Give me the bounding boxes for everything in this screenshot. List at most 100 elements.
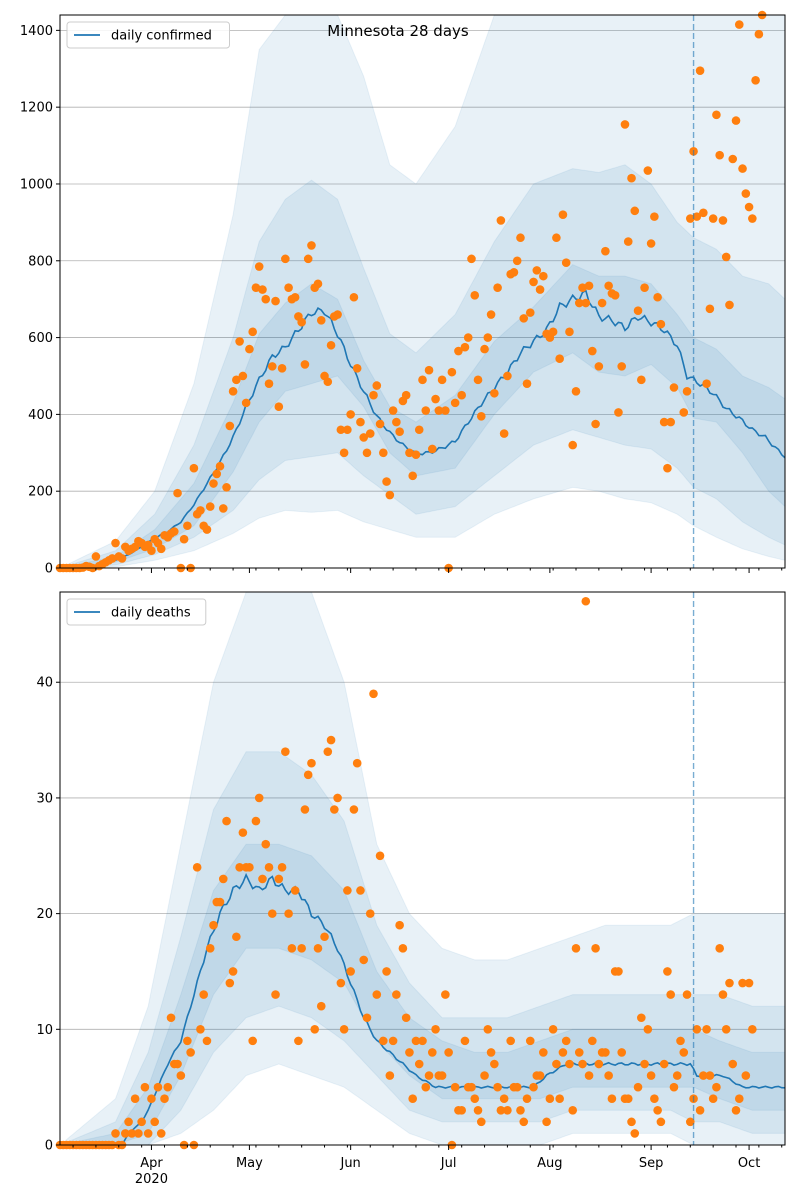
observed-point <box>375 851 385 861</box>
observed-point <box>215 461 225 471</box>
observed-point <box>297 944 306 953</box>
observed-point <box>444 1048 453 1057</box>
observed-point <box>414 1059 424 1069</box>
observed-point <box>359 433 369 442</box>
legend: daily deaths <box>66 598 207 626</box>
x-tick-label: Jul <box>440 1156 457 1171</box>
observed-point <box>349 292 359 302</box>
observed-point <box>676 1036 685 1046</box>
observed-point <box>369 390 378 400</box>
observed-point <box>734 1094 744 1104</box>
observed-point <box>594 362 604 371</box>
observed-point <box>516 1105 525 1115</box>
observed-point <box>326 735 336 745</box>
observed-point <box>267 909 277 918</box>
observed-point <box>721 252 731 262</box>
observed-point <box>222 483 231 492</box>
observed-point <box>476 1117 486 1127</box>
observed-point <box>388 406 398 415</box>
observed-point <box>297 317 306 327</box>
observed-point <box>584 281 594 291</box>
observed-point <box>623 237 633 246</box>
x-tick-label: Aug <box>537 1156 562 1171</box>
observed-point <box>637 1013 646 1023</box>
x-year-label: 2020 <box>135 1172 168 1187</box>
observed-point <box>467 254 476 264</box>
observed-point <box>202 525 212 534</box>
legend-label: daily deaths <box>111 606 191 621</box>
observed-point <box>754 29 764 39</box>
observed-point <box>552 1059 561 1069</box>
observed-point <box>617 362 627 371</box>
observed-point <box>610 291 620 300</box>
observed-point <box>715 150 724 160</box>
observed-point <box>421 406 431 415</box>
observed-point <box>421 1082 431 1092</box>
observed-point <box>731 116 741 125</box>
observed-point <box>303 254 313 264</box>
observed-point <box>738 164 747 173</box>
observed-point <box>555 354 564 364</box>
observed-point <box>346 967 355 976</box>
observed-point <box>450 398 460 408</box>
observed-point <box>695 1105 705 1115</box>
uncertainty-band-80 <box>60 164 785 568</box>
observed-point <box>463 333 473 342</box>
observed-point <box>238 828 248 837</box>
observed-point <box>614 967 623 976</box>
observed-point <box>532 266 542 275</box>
observed-point <box>663 463 672 473</box>
observed-point <box>591 944 600 953</box>
observed-point <box>130 1094 140 1104</box>
observed-point <box>519 1117 529 1127</box>
observed-point <box>457 1105 466 1115</box>
observed-point <box>346 410 355 419</box>
observed-point <box>189 463 199 473</box>
observed-point <box>271 296 280 306</box>
observed-point <box>160 1094 169 1104</box>
observed-point <box>525 1036 535 1046</box>
observed-point <box>307 241 316 250</box>
observed-point <box>343 886 352 895</box>
observed-point <box>140 1082 150 1092</box>
observed-point <box>705 1071 715 1080</box>
observed-point <box>232 375 241 385</box>
observed-point <box>568 440 578 450</box>
observed-point <box>627 1117 636 1127</box>
observed-point <box>516 233 525 243</box>
observed-point <box>695 66 705 75</box>
observed-point <box>245 863 254 872</box>
observed-point <box>617 1048 627 1057</box>
observed-point <box>738 978 747 988</box>
observed-point <box>457 390 466 400</box>
observed-point <box>209 920 218 930</box>
observed-point <box>503 1105 512 1115</box>
observed-point <box>238 371 248 381</box>
observed-point <box>196 506 205 515</box>
observed-point <box>627 173 636 183</box>
observed-point <box>529 1082 538 1092</box>
observed-point <box>588 346 597 356</box>
observed-point <box>480 1071 489 1080</box>
observed-point <box>607 1094 617 1104</box>
observed-point <box>728 1059 738 1069</box>
observed-point <box>173 1059 182 1069</box>
observed-point <box>326 340 336 350</box>
y-tick-label: 20 <box>36 907 53 922</box>
observed-point <box>568 1105 578 1115</box>
observed-point <box>486 1048 496 1057</box>
observed-point <box>460 1036 470 1046</box>
observed-point <box>653 292 662 302</box>
observed-point <box>183 1036 192 1046</box>
observed-point <box>235 337 244 346</box>
observed-point <box>509 267 519 277</box>
observed-point <box>725 300 734 310</box>
observed-point <box>718 216 728 225</box>
observed-point <box>281 747 290 756</box>
observed-point <box>702 379 711 388</box>
y-tick-label: 30 <box>36 791 53 806</box>
y-tick-label: 1000 <box>20 177 53 192</box>
observed-point <box>633 306 643 316</box>
observed-point <box>663 967 672 976</box>
observed-point <box>630 206 640 216</box>
